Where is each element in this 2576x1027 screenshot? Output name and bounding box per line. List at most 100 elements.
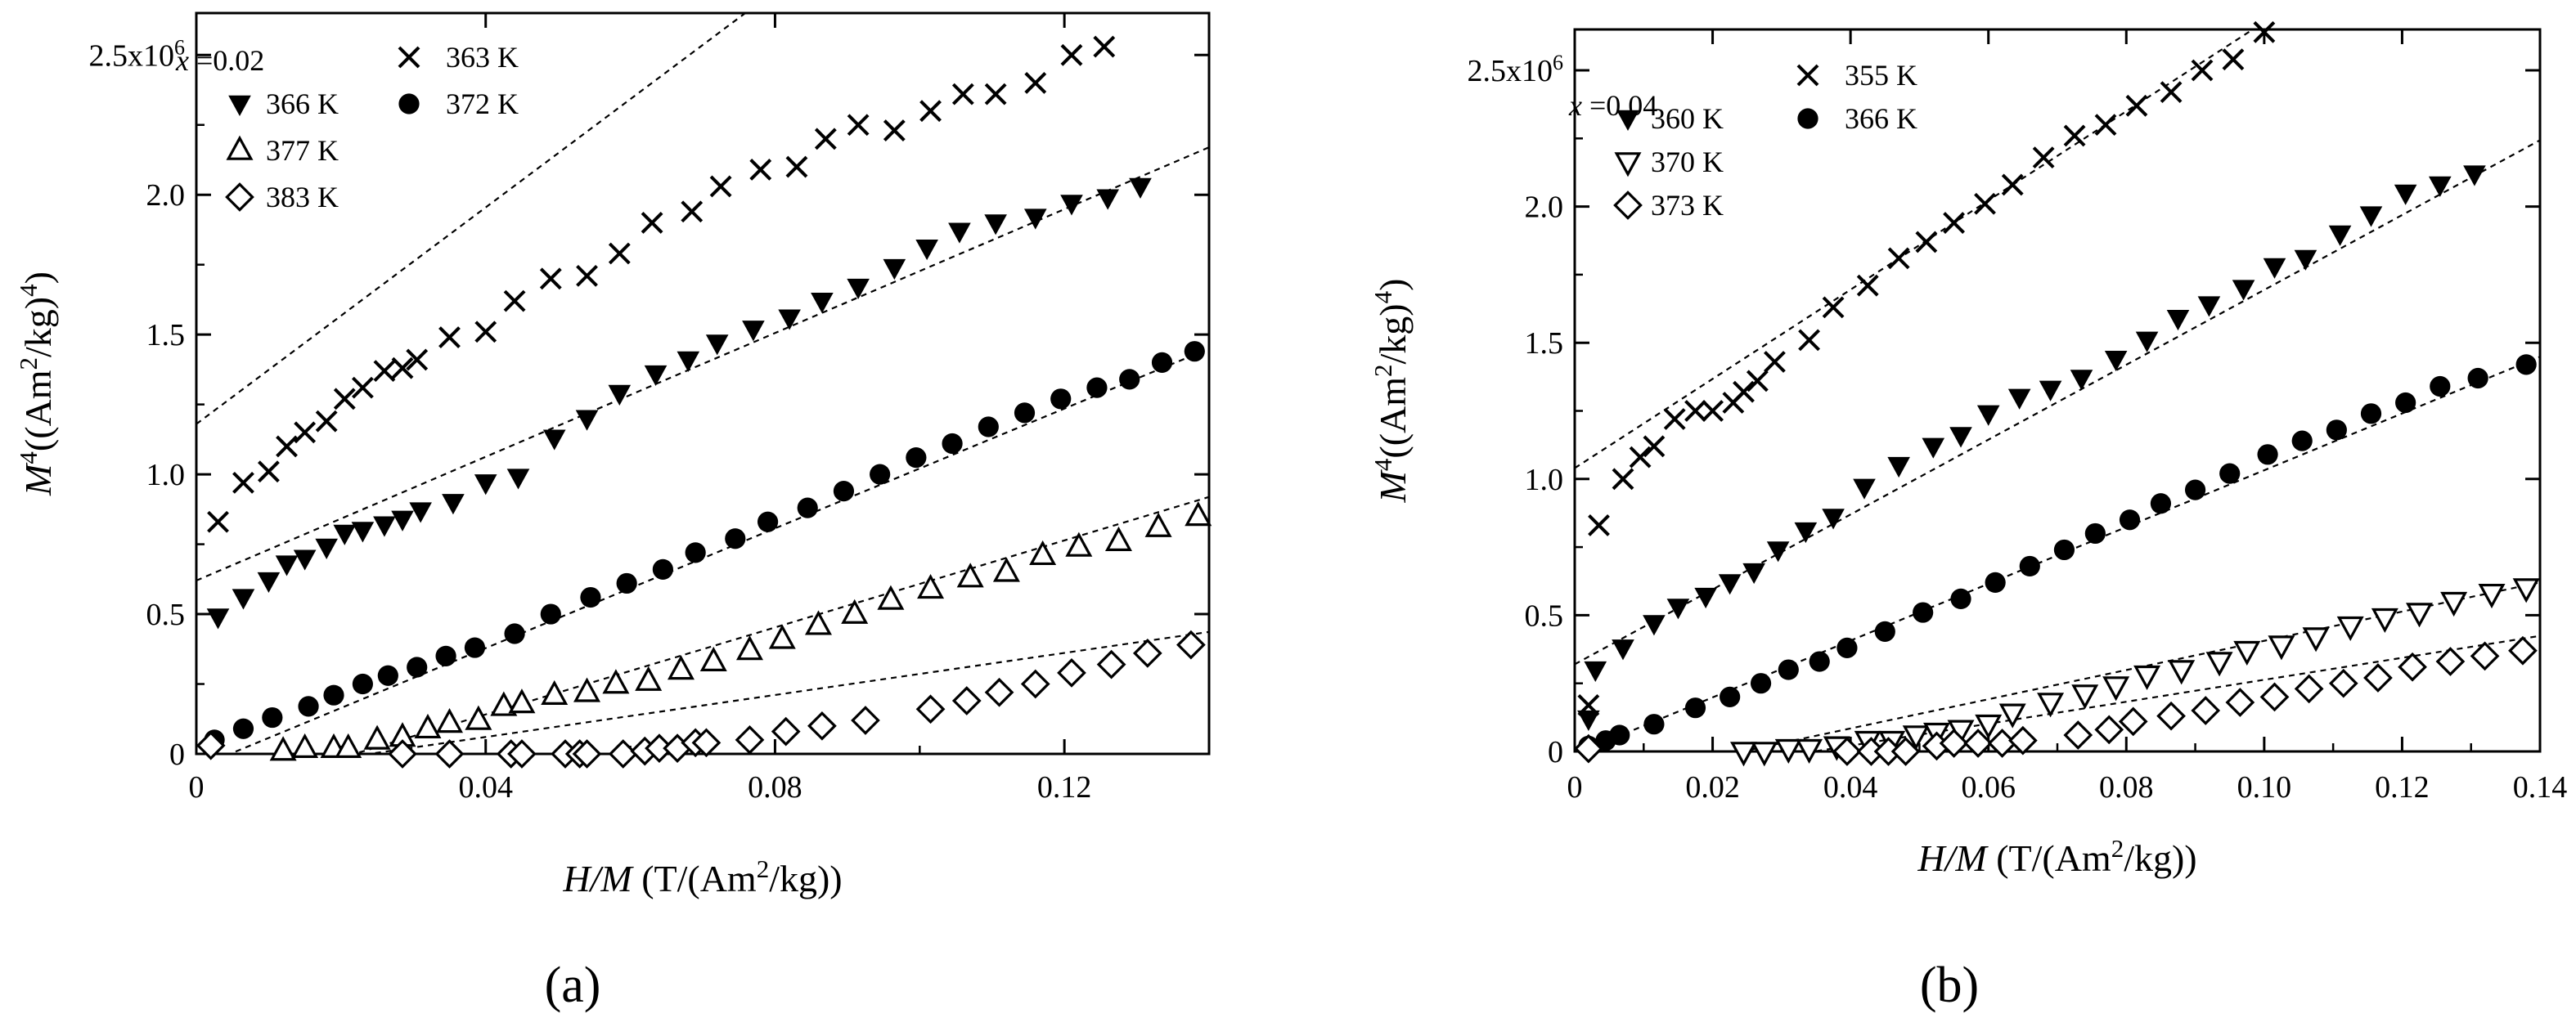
- data-point: [373, 516, 396, 537]
- data-point: [681, 200, 704, 223]
- legend-label: 360 K: [1651, 102, 1724, 135]
- data-point: [1902, 725, 1930, 751]
- data-point: [705, 334, 729, 356]
- data-point: [504, 623, 525, 644]
- data-point: [2467, 367, 2488, 389]
- data-point: [2019, 555, 2040, 577]
- data-point: [506, 469, 530, 490]
- y-tick-label: 1.0: [146, 458, 186, 492]
- data-point-stroke-b: [2253, 20, 2276, 43]
- data-point-stroke-b: [373, 360, 396, 383]
- data-point: [1733, 380, 1755, 403]
- panel-b: 0 0.02 0.04 0.06 0.08 0.10 0.12 0.14 0 0.5 1.0 1.5 2…: [1369, 20, 2568, 879]
- x-tick-label: 0.14: [2513, 770, 2568, 805]
- series-363K: [207, 35, 1116, 533]
- data-point: [2328, 668, 2358, 698]
- data-point-stroke-b: [681, 200, 704, 223]
- data-point: [2430, 375, 2451, 397]
- data-point: [1119, 369, 1140, 390]
- data-point: [1751, 742, 1778, 767]
- data-point: [992, 557, 1020, 582]
- data-point: [2253, 20, 2276, 43]
- data-point: [1890, 737, 1921, 766]
- caption-a: (a): [545, 957, 601, 1013]
- legend-label: 377 K: [266, 134, 339, 167]
- data-point: [771, 716, 801, 747]
- data-point: [2478, 583, 2506, 609]
- series-373K: [1573, 635, 2538, 766]
- data-point: [2135, 331, 2159, 352]
- data-point: [699, 646, 727, 671]
- data-point: [2104, 350, 2128, 372]
- data-point: [262, 706, 283, 729]
- series-360K: [1577, 165, 2486, 732]
- data-point: [870, 464, 891, 485]
- data-point: [373, 360, 396, 383]
- data-point: [503, 289, 526, 312]
- data-point: [2084, 522, 2106, 545]
- data-point: [232, 471, 254, 494]
- data-point: [315, 538, 338, 560]
- data-point: [735, 635, 763, 661]
- data-point: [1029, 540, 1057, 566]
- data-point: [298, 696, 319, 717]
- data-point: [2268, 635, 2295, 661]
- data-point: [1887, 456, 1910, 478]
- data-point: [877, 585, 905, 610]
- data-point: [258, 460, 280, 483]
- data-point: [542, 429, 566, 451]
- data-point: [1913, 602, 1934, 623]
- data-point: [291, 733, 319, 758]
- data-point: [709, 175, 732, 198]
- data-point: [2233, 640, 2261, 666]
- data-point: [2398, 652, 2427, 682]
- data-point: [652, 558, 673, 580]
- data-point: [1853, 478, 1876, 500]
- data-point-stroke-b: [1798, 329, 1820, 352]
- data-point: [667, 655, 695, 680]
- data-point: [1949, 427, 1972, 448]
- legend-marker-stroke-b: [398, 46, 420, 69]
- fit-line-363K: [196, 13, 747, 425]
- data-point: [2360, 403, 2382, 424]
- data-point: [1629, 446, 1652, 469]
- data-point: [804, 610, 832, 635]
- data-point: [474, 474, 497, 496]
- data-point: [917, 573, 945, 599]
- y-tick-label: 2.5x106: [89, 35, 186, 74]
- data-point: [2191, 59, 2214, 82]
- data-point-stroke-b: [1822, 296, 1845, 319]
- data-point-stroke-b: [333, 388, 356, 410]
- data-point: [333, 388, 356, 410]
- data-point: [608, 739, 638, 769]
- data-point-stroke-b: [1663, 408, 1686, 430]
- x-axis-label: H/M (T/(Am2/kg)): [562, 854, 842, 900]
- y-axis-label: M4((Am2/kg)4): [14, 271, 60, 496]
- data-point: [847, 278, 870, 300]
- data-point: [1963, 729, 1993, 758]
- data-point: [580, 586, 601, 608]
- data-point-stroke-b: [1887, 247, 1910, 270]
- data-point: [206, 608, 230, 630]
- data-point: [616, 572, 637, 594]
- data-point: [1764, 351, 1786, 373]
- data-point: [948, 222, 971, 244]
- legend-label: 383 K: [266, 181, 339, 213]
- data-point: [2001, 173, 2024, 196]
- data-point: [2063, 124, 2086, 147]
- x-tick-label: 0.10: [2237, 770, 2292, 805]
- data-point: [984, 83, 1007, 105]
- data-point: [2156, 701, 2186, 731]
- data-point: [2133, 665, 2161, 691]
- data-point: [608, 384, 632, 406]
- data-point-stroke-b: [1746, 370, 1769, 392]
- data-point: [2125, 94, 2148, 117]
- data-point: [906, 447, 927, 469]
- data-point: [2219, 463, 2241, 484]
- data-point-stroke-b: [951, 83, 974, 105]
- data-point-stroke-b: [2191, 59, 2214, 82]
- data-point: [232, 718, 254, 739]
- y-tick-label: 1.0: [1525, 463, 1564, 497]
- y-tick-label: 2.5x106: [1468, 50, 1564, 88]
- data-point: [1096, 649, 1126, 679]
